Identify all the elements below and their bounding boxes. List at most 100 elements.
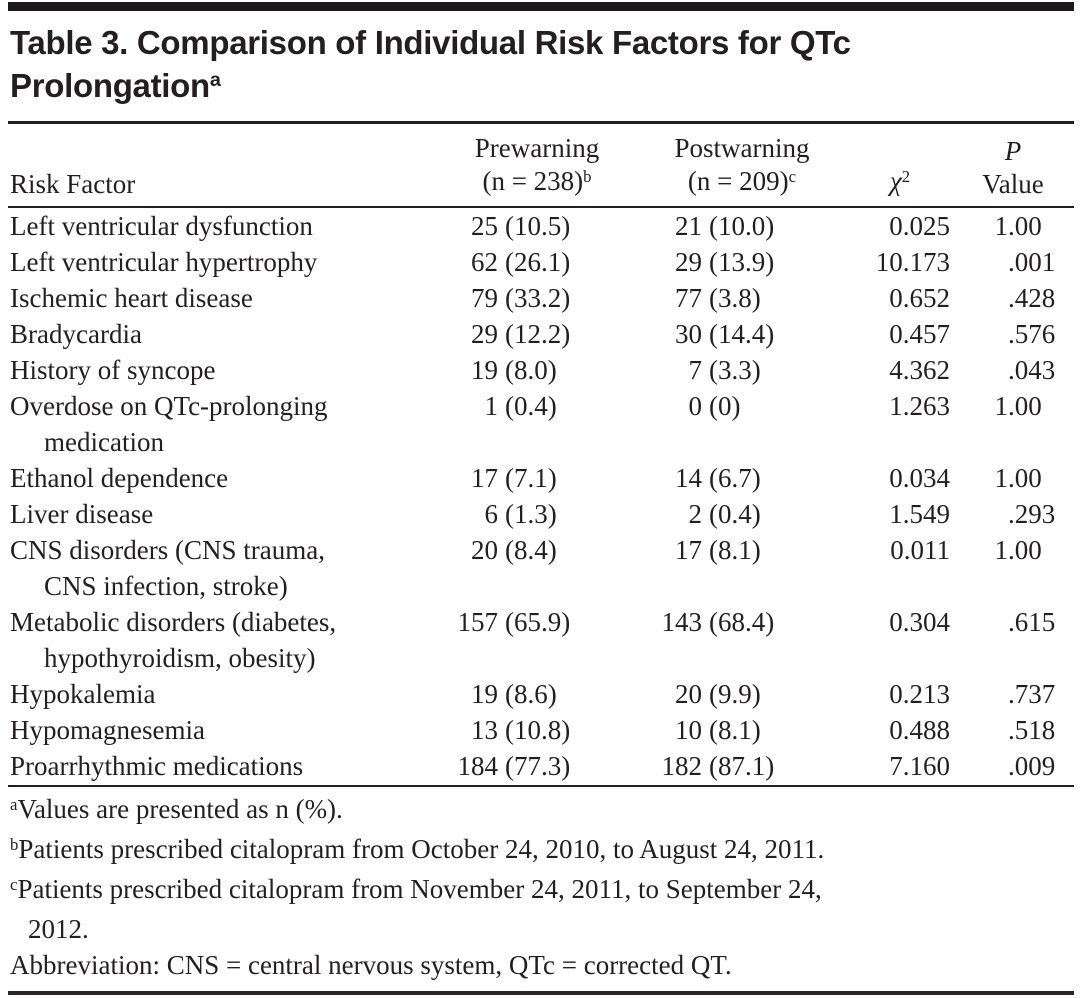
header-postwarning-n: (n = 209)c — [687, 166, 797, 196]
header-risk-factor: Risk Factor — [8, 124, 438, 208]
prewarning-cell: 184 (77.3) — [438, 748, 636, 784]
risk-factor-cell: Bradycardia — [8, 316, 438, 352]
prewarning-cell: 19 (8.6) — [438, 676, 636, 712]
count-n: 184 — [457, 751, 499, 781]
risk-factor-line: Ischemic heart disease — [10, 283, 253, 313]
table-row: Proarrhythmic medications 184 (77.3) 182 (87… — [8, 748, 1074, 784]
p-value-cell: 1.00 — [952, 532, 1074, 604]
risk-factor-line: Metabolic disorders (diabetes, — [10, 607, 337, 637]
header-prewarning-superscript: b — [583, 166, 592, 186]
count-percent: (6.7) — [709, 463, 761, 493]
count-percent: (0.4) — [709, 499, 761, 529]
header-value-label: Value — [982, 169, 1044, 199]
chi-square-cell: 7.160 — [889, 751, 950, 781]
count-n: 10 — [675, 715, 702, 745]
table-row: Metabolic disorders (diabetes, hypothyroi… — [8, 604, 1074, 676]
p-value-cell: 1.00 — [952, 388, 1074, 460]
count-percent: (12.2) — [505, 319, 571, 349]
postwarning-cell: 29 (13.9) — [636, 244, 848, 280]
footnotes: aValues are presented as n (%). bPatients… — [8, 787, 1074, 989]
table-row: History of syncope 19 (8.0) 7 (3.3) 4.362.043 — [8, 352, 1074, 388]
p-value-cell: .518 — [952, 712, 1074, 748]
count-percent: (1.3) — [505, 499, 557, 529]
count-percent: (26.1) — [505, 247, 571, 277]
count-percent: (3.8) — [709, 283, 761, 313]
prewarning-cell: 25 (10.5) — [438, 207, 636, 244]
postwarning-cell: 7 (3.3) — [636, 352, 848, 388]
count-n: 7 — [688, 355, 703, 385]
postwarning-cell: 14 (6.7) — [636, 460, 848, 496]
p-frac: .615 — [1008, 607, 1056, 637]
title-divider-rule — [8, 121, 1074, 124]
table-row: Hypokalemia 19 (8.6) 20 (9.9) 0.213.737 — [8, 676, 1074, 712]
count-percent: (33.2) — [505, 283, 571, 313]
risk-factor-line: Proarrhythmic medications — [10, 751, 304, 781]
p-frac: .293 — [1008, 499, 1056, 529]
header-postwarning: Postwarning (n = 209)c — [636, 124, 848, 208]
chi-square-cell: 0.213 — [889, 679, 950, 709]
table-row: Liver disease 6 (1.3) 2 (0.4) 1.549.293 — [8, 496, 1074, 532]
risk-factor-cell: Left ventricular hypertrophy — [8, 244, 438, 280]
chi-square-cell: 0.034 — [889, 463, 950, 493]
p-value-cell: 1.00 — [952, 207, 1074, 244]
risk-factor-cell: Ischemic heart disease — [8, 280, 438, 316]
count-percent: (8.1) — [709, 715, 761, 745]
risk-factor-line: Left ventricular dysfunction — [10, 211, 313, 241]
postwarning-cell: 182 (87.1) — [636, 748, 848, 784]
chi-exponent: 2 — [901, 166, 911, 186]
header-row: Risk Factor Prewarning (n = 238)b Postwa… — [8, 124, 1074, 208]
risk-factor-cell: Hypomagnesemia — [8, 712, 438, 748]
table-row: Hypomagnesemia 13 (10.8) 10 (8.1) 0.488.518 — [8, 712, 1074, 748]
table-row: Bradycardia 29 (12.2) 30 (14.4) 0.457.576 — [8, 316, 1074, 352]
count-percent: (87.1) — [709, 751, 775, 781]
header-p-value: P Value — [952, 124, 1074, 208]
risk-factor-line: Hypomagnesemia — [10, 715, 205, 745]
prewarning-cell: 79 (33.2) — [438, 280, 636, 316]
count-n: 157 — [457, 607, 499, 637]
count-n: 182 — [661, 751, 703, 781]
header-postwarning-superscript: c — [788, 166, 797, 186]
p-int: 1 — [994, 535, 1009, 565]
prewarning-cell: 1 (0.4) — [438, 388, 636, 460]
postwarning-cell: 10 (8.1) — [636, 712, 848, 748]
table-title-line1: Table 3. Comparison of Individual Risk F… — [10, 24, 851, 61]
risk-factor-cell: Overdose on QTc-prolonging medication — [8, 388, 438, 460]
header-prewarning-n: (n = 238)b — [482, 166, 592, 196]
count-n: 20 — [471, 535, 498, 565]
p-int: 1 — [994, 211, 1009, 241]
count-n: 6 — [484, 499, 499, 529]
footnote-line: Values are presented as n (%). — [17, 794, 343, 824]
p-frac: .576 — [1008, 319, 1056, 349]
risk-factor-line: Left ventricular hypertrophy — [10, 247, 318, 277]
table-title-line2: Prolongation — [10, 67, 210, 104]
prewarning-cell: 6 (1.3) — [438, 496, 636, 532]
count-n: 19 — [471, 679, 498, 709]
count-percent: (68.4) — [709, 607, 775, 637]
p-frac: .009 — [1008, 751, 1056, 781]
p-frac: .00 — [1008, 535, 1042, 565]
table-title-superscript: a — [209, 69, 221, 92]
prewarning-cell: 17 (7.1) — [438, 460, 636, 496]
p-int: 1 — [994, 463, 1009, 493]
footnote: bPatients prescribed citalopram from Oct… — [10, 831, 1074, 871]
table-header: Risk Factor Prewarning (n = 238)b Postwa… — [8, 124, 1074, 208]
prewarning-cell: 19 (8.0) — [438, 352, 636, 388]
risk-factor-cell: Liver disease — [8, 496, 438, 532]
footnote: cPatients prescribed citalopram from Nov… — [10, 871, 1074, 947]
chi-square-cell: 0.457 — [889, 319, 950, 349]
risk-factor-line: Bradycardia — [10, 319, 142, 349]
chi-square-cell: 0.488 — [889, 715, 950, 745]
count-percent: (9.9) — [709, 679, 761, 709]
p-frac: .737 — [1008, 679, 1056, 709]
p-value-cell: .043 — [952, 352, 1074, 388]
chi-square-cell: 0.652 — [889, 283, 950, 313]
count-percent: (10.8) — [505, 715, 571, 745]
chi-square-cell: 0.304 — [889, 607, 950, 637]
risk-factor-line: History of syncope — [10, 355, 216, 385]
table-title: Table 3. Comparison of Individual Risk F… — [10, 21, 1074, 113]
p-frac: .518 — [1008, 715, 1056, 745]
count-n: 30 — [675, 319, 702, 349]
footnote: Abbreviation: CNS = central nervous syst… — [10, 947, 1074, 983]
count-percent: (8.1) — [709, 535, 761, 565]
count-n: 1 — [484, 391, 499, 421]
